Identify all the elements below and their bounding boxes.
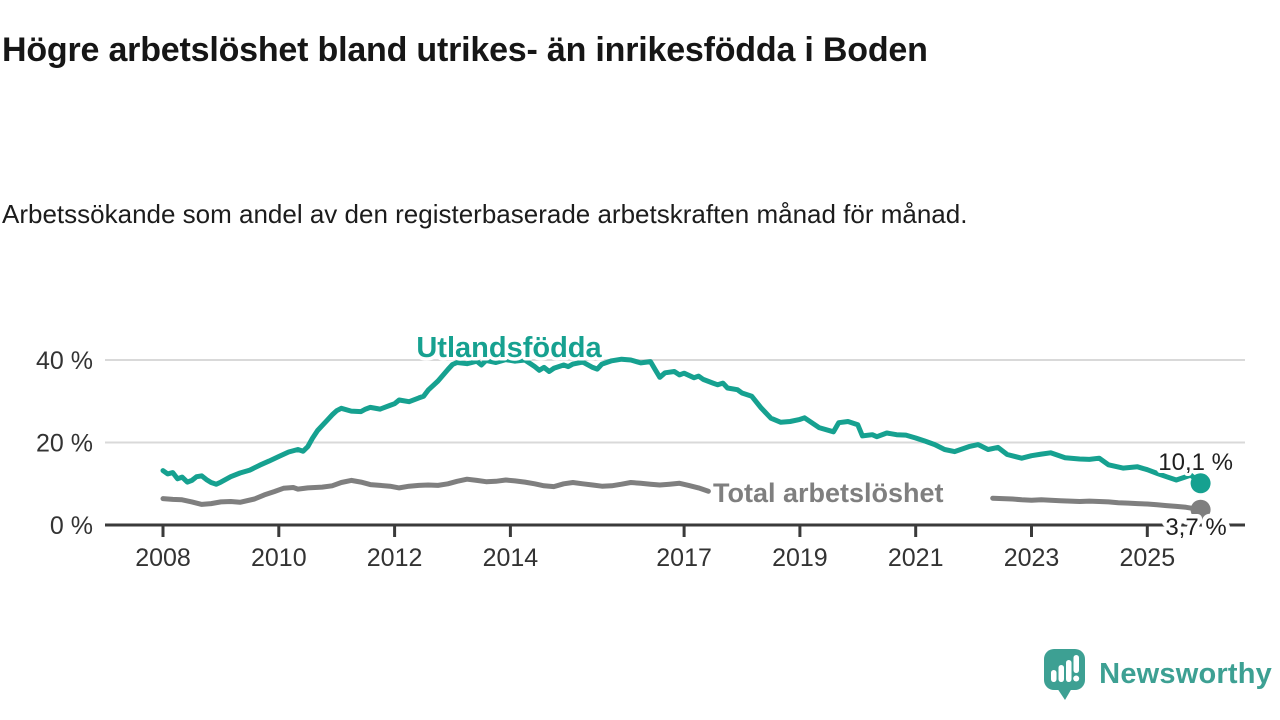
logo-bar-2 bbox=[1058, 665, 1065, 682]
page-title: Högre arbetslöshet bland utrikes- än inr… bbox=[2, 31, 928, 69]
gridlines bbox=[105, 359, 1245, 444]
end-value-label-utlandsfodda: 10,1 % bbox=[1158, 449, 1233, 476]
series-end-dot-0 bbox=[1190, 473, 1211, 494]
axis-tick-labels: 0 % 20 % 40 % 2008 2010 2012 2014 2017 2019 2021 2… bbox=[36, 347, 1175, 572]
newsworthy-logo: Newsworthy bbox=[1043, 648, 1272, 700]
x-tick-label: 2014 bbox=[483, 544, 539, 572]
series-end-dot-1 bbox=[1190, 499, 1211, 520]
x-tick-label: 2012 bbox=[367, 544, 423, 572]
x-tick-label: 2008 bbox=[135, 544, 191, 572]
x-axis bbox=[105, 523, 1245, 537]
x-tick-label: 2025 bbox=[1119, 544, 1175, 572]
chart-subtitle: Arbetssökande som andel av den registerb… bbox=[2, 199, 968, 229]
series-line-1 bbox=[990, 495, 1204, 513]
logo-exclamation-bar bbox=[1073, 655, 1080, 673]
newsworthy-logo-icon bbox=[1044, 649, 1086, 700]
x-tick-label: 2019 bbox=[772, 544, 828, 572]
logo-bar-1 bbox=[1051, 670, 1057, 682]
y-tick-label: 20 % bbox=[36, 430, 93, 458]
logo-bar-3 bbox=[1066, 660, 1072, 682]
end-value-label-total: 3,7 % bbox=[1165, 514, 1226, 541]
x-tick-label: 2021 bbox=[888, 544, 944, 572]
series-line-1 bbox=[160, 476, 711, 507]
series-label-total: Total arbetslöshet bbox=[713, 478, 944, 508]
y-tick-label: 40 % bbox=[36, 347, 93, 375]
series-label-utlandsfodda: Utlandsfödda bbox=[416, 332, 602, 364]
logo-exclamation-dot bbox=[1073, 675, 1080, 682]
y-tick-label: 0 % bbox=[50, 512, 93, 540]
x-tick-label: 2017 bbox=[656, 544, 712, 572]
series-line-0 bbox=[160, 356, 1204, 487]
series-lines bbox=[160, 356, 1211, 520]
brand-name: Newsworthy bbox=[1099, 657, 1272, 690]
x-tick-label: 2010 bbox=[251, 544, 307, 572]
x-tick-label: 2023 bbox=[1004, 544, 1060, 572]
